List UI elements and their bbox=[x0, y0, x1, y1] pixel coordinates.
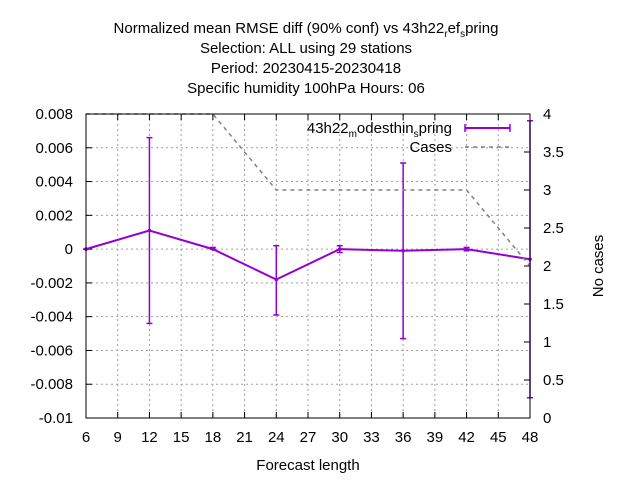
y2-tick-label: 4 bbox=[543, 106, 551, 123]
y2-tick-label: 1 bbox=[543, 334, 551, 351]
y-tick-label: -0.01 bbox=[39, 410, 73, 427]
plot-frame bbox=[85, 113, 531, 419]
legend-label-part: 43h22 bbox=[307, 120, 349, 137]
data-point bbox=[337, 247, 342, 251]
y2-axis-ticks: 4 3.5 3 2.5 2 1.5 1 0.5 0 bbox=[524, 106, 564, 427]
title-line-part: s bbox=[460, 29, 465, 40]
data-point bbox=[401, 249, 405, 253]
x-axis-ticks: 6 9 12 15 18 21 24 27 30 33 36 39 42 45 48 bbox=[82, 114, 539, 446]
legend-label-part: s bbox=[414, 129, 419, 140]
y2-tick-label: 0 bbox=[543, 410, 551, 427]
legend-label-rmse: 43h22modesthinspring bbox=[307, 120, 452, 140]
y-tick-label: 0.006 bbox=[35, 140, 73, 157]
title-line-part: Normalized mean RMSE diff (90% conf) vs … bbox=[114, 20, 445, 37]
x-tick-label: 33 bbox=[363, 429, 380, 446]
y-tick-label: -0.006 bbox=[30, 342, 73, 359]
y2-tick-label: 2 bbox=[543, 258, 551, 275]
y-tick-label: 0.008 bbox=[35, 106, 73, 123]
x-tick-label: 21 bbox=[236, 429, 253, 446]
y2-axis-label: No cases bbox=[590, 235, 607, 298]
data-point bbox=[274, 277, 279, 282]
x-tick-label: 12 bbox=[141, 429, 158, 446]
title-line-part: Period: 20230415-20230418 bbox=[211, 60, 401, 77]
legend-label-part: pring bbox=[419, 120, 452, 137]
x-tick-label: 27 bbox=[300, 429, 317, 446]
chart-title: Normalized mean RMSE diff (90% conf) vs … bbox=[114, 20, 499, 97]
data-point bbox=[211, 247, 215, 251]
x-tick-label: 6 bbox=[82, 429, 90, 446]
y-tick-label: 0.002 bbox=[35, 207, 73, 224]
y-tick-label: 0.004 bbox=[35, 174, 73, 191]
legend-label-cases: Cases bbox=[409, 139, 452, 156]
y2-tick-label: 1.5 bbox=[543, 296, 564, 313]
x-tick-label: 48 bbox=[522, 429, 539, 446]
title-line: Selection: ALL using 29 stations bbox=[200, 40, 412, 57]
title-line-part: ef bbox=[448, 20, 461, 37]
y-tick-label: -0.004 bbox=[30, 309, 73, 326]
data-point bbox=[147, 228, 152, 233]
data-point bbox=[464, 247, 469, 251]
y2-tick-label: 0.5 bbox=[543, 372, 564, 389]
title-line: Normalized mean RMSE diff (90% conf) vs … bbox=[114, 20, 499, 40]
y2-tick-label: 3 bbox=[543, 182, 551, 199]
title-line-part: pring bbox=[465, 20, 498, 37]
x-axis-label: Forecast length bbox=[256, 457, 359, 474]
title-line-part: Selection: ALL using 29 stations bbox=[200, 40, 412, 57]
legend-label-part: odesthin bbox=[357, 120, 414, 137]
x-tick-label: 24 bbox=[268, 429, 285, 446]
x-tick-label: 39 bbox=[427, 429, 444, 446]
title-line: Period: 20230415-20230418 bbox=[211, 60, 401, 77]
y2-tick-label: 3.5 bbox=[543, 144, 564, 161]
y-tick-label: 0 bbox=[65, 241, 73, 258]
y-tick-label: -0.002 bbox=[30, 275, 73, 292]
x-tick-label: 9 bbox=[114, 429, 122, 446]
rmse-diff-line bbox=[85, 229, 531, 281]
y-axis-ticks: 0.008 0.006 0.004 0.002 0 -0.002 -0.004 -0.006 -… bbox=[30, 106, 92, 427]
x-tick-label: 36 bbox=[395, 429, 412, 446]
x-tick-label: 42 bbox=[458, 429, 475, 446]
x-tick-label: 15 bbox=[173, 429, 190, 446]
title-line-part: Specific humidity 100hPa Hours: 06 bbox=[187, 80, 425, 97]
title-line: Specific humidity 100hPa Hours: 06 bbox=[187, 80, 425, 97]
y-tick-label: -0.008 bbox=[30, 376, 73, 393]
legend-label-part: m bbox=[349, 129, 357, 140]
y2-tick-label: 2.5 bbox=[543, 220, 564, 237]
x-tick-label: 45 bbox=[490, 429, 507, 446]
grid-lines bbox=[86, 114, 530, 418]
x-tick-label: 18 bbox=[205, 429, 222, 446]
x-tick-label: 30 bbox=[331, 429, 348, 446]
title-line-part: r bbox=[444, 29, 448, 40]
